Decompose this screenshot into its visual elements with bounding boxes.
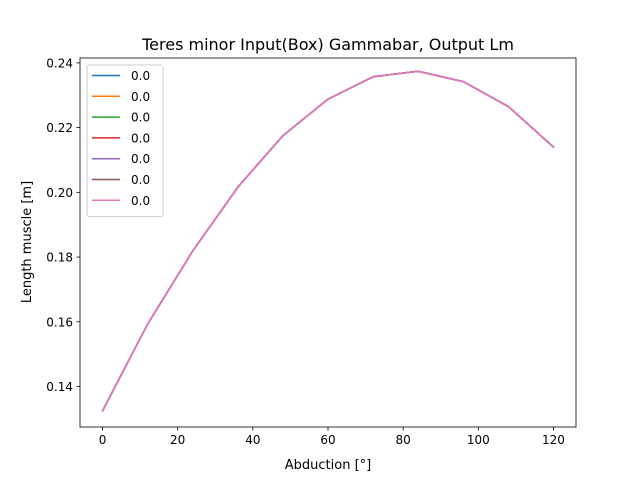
legend-item: 0.0 [92,69,150,83]
x-axis: 0 20 40 60 80 100 120 [99,427,565,447]
y-tick-label: 0.14 [46,380,73,394]
legend-item: 0.0 [92,152,150,166]
legend-label: 0.0 [131,131,150,145]
legend: 0.0 0.0 0.0 0.0 0.0 0.0 0.0 [86,64,164,218]
x-tick-label: 80 [396,433,411,447]
x-tick-label: 40 [245,433,260,447]
x-tick-label: 120 [542,433,565,447]
legend-item: 0.0 [92,194,150,208]
series-line-7 [101,70,555,412]
x-tick-label: 20 [170,433,185,447]
chart-title: Teres minor Input(Box) Gammabar, Output … [141,35,514,54]
legend-label: 0.0 [131,69,150,83]
y-tick-label: 0.24 [46,56,73,70]
legend-label: 0.0 [131,152,150,166]
legend-label: 0.0 [131,111,150,125]
series-layer [101,70,555,412]
y-axis-label: Length muscle [m] [20,181,35,303]
x-axis-label: Abduction [°] [285,458,371,473]
x-tick-label: 0 [99,433,107,447]
y-tick-label: 0.20 [46,186,73,200]
legend-item: 0.0 [92,90,150,104]
legend-item: 0.0 [92,111,150,125]
legend-label: 0.0 [131,90,150,104]
y-axis: 0.14 0.16 0.18 0.20 0.22 0.24 [46,56,80,394]
y-tick-label: 0.16 [46,315,73,329]
x-tick-label: 100 [467,433,490,447]
x-tick-label: 60 [320,433,335,447]
legend-label: 0.0 [131,194,150,208]
legend-item: 0.0 [92,131,150,145]
y-tick-label: 0.18 [46,251,73,265]
y-tick-label: 0.22 [46,121,73,135]
legend-item: 0.0 [92,173,150,187]
legend-box [86,64,164,218]
legend-label: 0.0 [131,173,150,187]
